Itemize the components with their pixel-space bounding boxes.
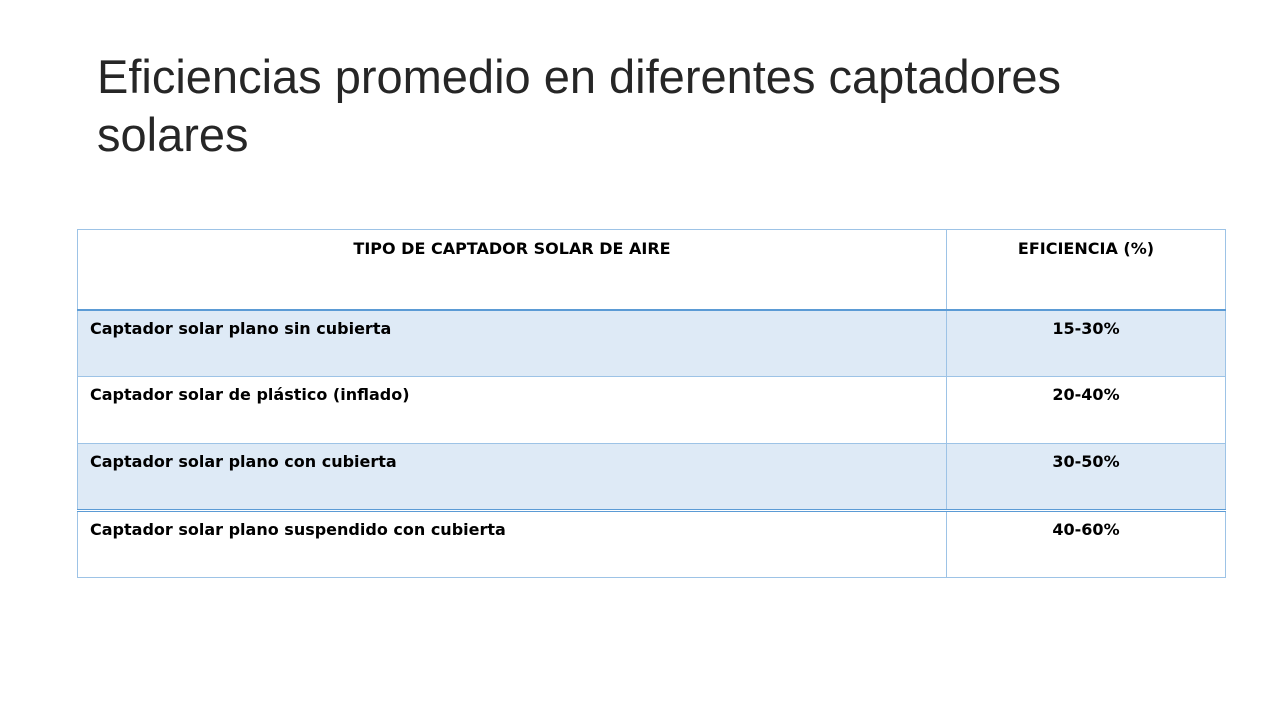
cell-efficiency: 20-40% [946, 376, 1226, 444]
header-collector-type: TIPO DE CAPTADOR SOLAR DE AIRE [77, 229, 947, 310]
table-row: Captador solar plano suspendido con cubi… [77, 510, 1226, 578]
cell-efficiency: 15-30% [946, 309, 1226, 377]
cell-efficiency: 40-60% [946, 510, 1226, 578]
cell-collector-type: Captador solar plano suspendido con cubi… [77, 510, 947, 578]
table-row: Captador solar plano con cubierta 30-50% [77, 443, 1226, 511]
cell-collector-type: Captador solar plano sin cubierta [77, 309, 947, 377]
cell-collector-type: Captador solar plano con cubierta [77, 443, 947, 511]
table-header-row: TIPO DE CAPTADOR SOLAR DE AIRE EFICIENCI… [77, 229, 1226, 310]
header-efficiency: EFICIENCIA (%) [946, 229, 1226, 310]
efficiency-table: TIPO DE CAPTADOR SOLAR DE AIRE EFICIENCI… [77, 229, 1226, 578]
cell-collector-type: Captador solar de plástico (inflado) [77, 376, 947, 444]
cell-efficiency: 30-50% [946, 443, 1226, 511]
efficiency-table-container: TIPO DE CAPTADOR SOLAR DE AIRE EFICIENCI… [77, 229, 1226, 578]
slide-title: Eficiencias promedio en diferentes capta… [97, 50, 1062, 161]
table-row: Captador solar de plástico (inflado) 20-… [77, 376, 1226, 444]
table-row: Captador solar plano sin cubierta 15-30% [77, 309, 1226, 377]
